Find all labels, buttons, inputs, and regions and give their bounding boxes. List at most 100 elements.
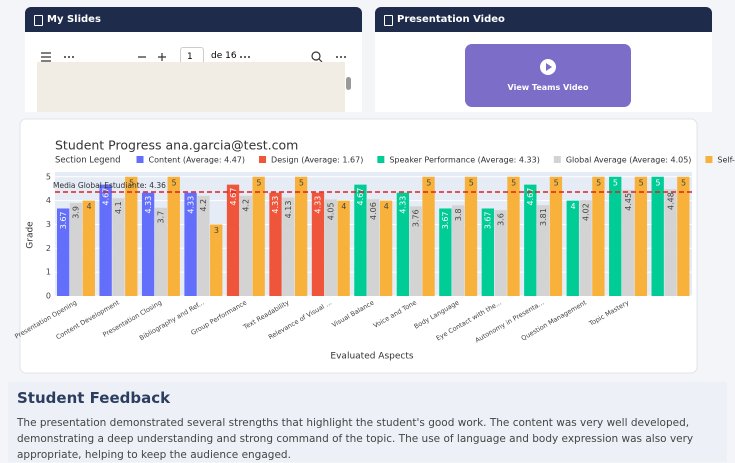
value-label: 5: [469, 178, 474, 187]
video-button[interactable]: View Teams Video: [465, 44, 631, 107]
bar: [651, 176, 664, 296]
video-card: Presentation Video View Teams Video: [375, 7, 712, 112]
value-label: 4: [384, 202, 389, 211]
bar: [439, 208, 452, 296]
bar: [154, 207, 168, 296]
value-label: 5: [655, 178, 660, 187]
bar: [69, 203, 83, 296]
value-label: 3.67: [441, 211, 450, 229]
bar: [609, 176, 622, 296]
y-axis-title: Grade: [26, 221, 36, 249]
play-icon: [540, 59, 556, 75]
bar: [664, 189, 677, 296]
value-label: 5: [613, 178, 618, 187]
bar: [311, 192, 325, 296]
bar: [592, 176, 605, 296]
legend-label: Content (Average: 4.47): [149, 156, 246, 165]
bar: [494, 210, 507, 296]
bar: [464, 176, 478, 296]
slides-toolbar: [41, 51, 346, 63]
bar: [269, 192, 282, 296]
bar: [536, 205, 550, 296]
value-label: 4.06: [369, 202, 378, 220]
bar: [112, 198, 125, 296]
y-tick-label: 4: [46, 196, 51, 205]
value-label: 5: [554, 178, 559, 187]
value-label: 3.81: [539, 208, 548, 226]
chart-title: Student Progress ana.garcia@test.com: [55, 138, 298, 153]
bar: [226, 184, 240, 296]
bar: [677, 176, 690, 296]
bar: [396, 192, 410, 296]
legend-swatch: [259, 156, 267, 163]
bar: [57, 208, 70, 296]
video-title: Presentation Video: [375, 7, 712, 32]
value-label: 4: [570, 202, 575, 211]
value-label: 5: [256, 178, 261, 187]
value-label: 4.05: [327, 202, 336, 220]
value-label: 4.33: [314, 196, 323, 214]
legend-label: Design (Average: 1.67): [271, 156, 363, 165]
y-tick-label: 2: [46, 244, 51, 253]
bar: [210, 224, 223, 296]
bar: [367, 199, 380, 296]
feedback-text: The presentation demonstrated several st…: [17, 417, 694, 461]
slide-area: [37, 62, 345, 112]
page-total: de 16: [211, 51, 237, 61]
value-label: 4.33: [399, 196, 408, 214]
value-label: 5: [639, 178, 644, 187]
legend-label: Global Average (Average: 4.05): [566, 156, 692, 165]
value-label: 3.6: [496, 213, 505, 226]
value-label: 4.48: [666, 192, 675, 210]
scrollbar[interactable]: [346, 77, 351, 90]
feedback: Student Feedback The presentation demons…: [8, 382, 727, 462]
value-label: 4.33: [186, 196, 195, 214]
y-tick-label: 1: [46, 268, 51, 277]
y-tick-label: 0: [46, 292, 51, 301]
value-label: 3.8: [454, 208, 463, 221]
video-button-label: View Teams Video: [507, 83, 589, 92]
value-label: 3.76: [411, 209, 420, 227]
value-label: 4.2: [199, 199, 208, 212]
value-label: 4.2: [242, 199, 251, 212]
value-label: 4.45: [624, 193, 633, 211]
bar: [324, 199, 337, 296]
value-label: 4: [87, 202, 92, 211]
value-label: 4: [341, 202, 346, 211]
bar: [409, 206, 422, 296]
bar: [422, 176, 435, 296]
value-label: 5: [299, 178, 304, 187]
bar: [524, 184, 537, 296]
legend-swatch: [705, 156, 713, 163]
value-label: 3.67: [59, 211, 68, 229]
value-label: 3.9: [72, 206, 81, 219]
bar: [282, 197, 295, 296]
y-tick-label: 5: [46, 172, 51, 181]
legend-label: Speaker Performance (Average: 4.33): [389, 156, 539, 165]
value-label: 4.1: [114, 201, 123, 214]
slides-card: My Slides 1 de 16: [25, 7, 362, 112]
bar: [184, 192, 197, 296]
bar: [549, 176, 563, 296]
value-label: 4.33: [271, 196, 280, 214]
bar: [634, 176, 648, 296]
bar: [379, 200, 393, 296]
value-label: 4.67: [101, 188, 110, 206]
value-label: 5: [681, 178, 686, 187]
bar: [239, 195, 253, 296]
bar: [452, 205, 465, 296]
bar: [337, 200, 350, 296]
value-label: 5: [171, 178, 176, 187]
bar: [141, 192, 155, 296]
bar: [99, 184, 112, 296]
legend-swatch: [136, 156, 144, 163]
legend-title: Section Legend: [55, 156, 121, 166]
feedback-title: Student Feedback: [17, 389, 171, 407]
bar: [125, 176, 138, 296]
bar: [197, 195, 210, 296]
y-tick-label: 3: [46, 220, 51, 229]
bar: [579, 200, 592, 296]
bar: [167, 176, 180, 296]
value-label: 3.7: [157, 211, 166, 224]
